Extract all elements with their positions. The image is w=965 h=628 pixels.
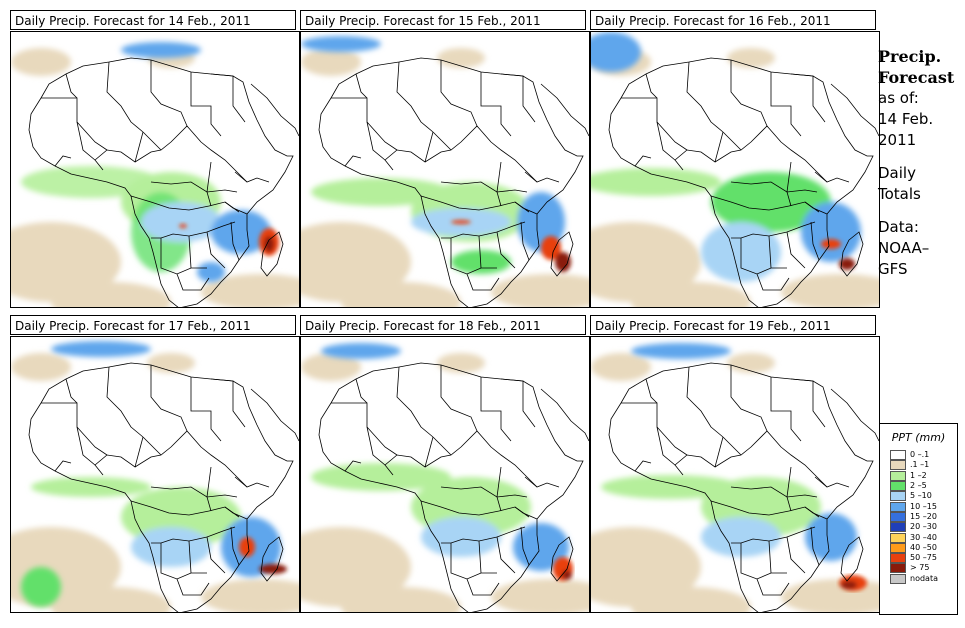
legend-label: 5 –10 — [910, 491, 932, 501]
legend-entry: 20 –30 — [890, 522, 957, 533]
legend-label: nodata — [910, 573, 938, 583]
forecast-panel-14feb: Daily Precip. Forecast for 14 Feb., 2011 — [10, 10, 300, 308]
legend-swatch — [890, 460, 906, 471]
heading-line2: Forecast — [878, 68, 955, 87]
legend-label: 1 –2 — [910, 470, 927, 480]
forecast-map — [300, 336, 590, 613]
legend-swatch — [890, 501, 906, 512]
panel-title: Daily Precip. Forecast for 15 Feb., 2011 — [300, 10, 586, 30]
legend-swatch — [890, 563, 906, 574]
totals-line1: Daily — [878, 164, 916, 182]
panel-title: Daily Precip. Forecast for 14 Feb., 2011 — [10, 10, 296, 30]
legend-entry: 50 –75 — [890, 553, 957, 564]
legend-swatch — [890, 532, 906, 543]
legend-entry: 5 –10 — [890, 491, 957, 502]
legend-label: .1 –1 — [910, 460, 930, 470]
asof-line1: as of: — [878, 89, 919, 107]
legend-entry: nodata — [890, 573, 957, 584]
legend-entry: 1 –2 — [890, 470, 957, 481]
source-line3: GFS — [878, 260, 908, 278]
legend-swatch — [890, 542, 906, 553]
precip-legend: PPT (mm) 0 –.1.1 –1 1 –2 2 –5 5 –10 10 –15 15… — [879, 423, 958, 615]
legend-label: 10 –15 — [910, 501, 937, 511]
asof-line2: 14 Feb. — [878, 110, 934, 128]
forecast-map — [300, 31, 590, 308]
legend-entry: 30 –40 — [890, 532, 957, 543]
forecast-panel-16feb: Daily Precip. Forecast for 16 Feb., 2011 — [590, 10, 880, 308]
totals-line2: Totals — [878, 185, 921, 203]
forecast-map — [10, 336, 300, 613]
forecast-map — [10, 31, 300, 308]
legend-entry: 10 –15 — [890, 501, 957, 512]
legend-entry: 2 –5 — [890, 481, 957, 492]
panel-title: Daily Precip. Forecast for 18 Feb., 2011 — [300, 315, 586, 335]
source-line1: Data: — [878, 218, 919, 236]
legend-swatch — [890, 553, 906, 564]
legend-label: 50 –75 — [910, 553, 937, 563]
legend-label: 40 –50 — [910, 542, 937, 552]
legend-label: 20 –30 — [910, 522, 937, 532]
legend-label: 30 –40 — [910, 532, 937, 542]
forecast-panel-18feb: Daily Precip. Forecast for 18 Feb., 2011 — [300, 315, 590, 613]
legend-swatch — [890, 450, 906, 461]
forecast-panel-15feb: Daily Precip. Forecast for 15 Feb., 2011 — [300, 10, 590, 308]
legend-entry: > 75 — [890, 563, 957, 574]
legend-label: 0 –.1 — [910, 450, 930, 460]
source-line2: NOAA– — [878, 239, 930, 257]
panel-title: Daily Precip. Forecast for 16 Feb., 2011 — [590, 10, 876, 30]
legend-swatch — [890, 470, 906, 481]
legend-swatch — [890, 522, 906, 533]
forecast-map — [590, 336, 880, 613]
panel-title: Daily Precip. Forecast for 17 Feb., 2011 — [10, 315, 296, 335]
panel-title: Daily Precip. Forecast for 19 Feb., 2011 — [590, 315, 876, 335]
legend-label: 2 –5 — [910, 481, 927, 491]
legend-entry: .1 –1 — [890, 460, 957, 471]
forecast-map — [590, 31, 880, 308]
forecast-panel-17feb: Daily Precip. Forecast for 17 Feb., 2011 — [10, 315, 300, 613]
legend-swatch — [890, 573, 906, 584]
legend-entry: 40 –50 — [890, 542, 957, 553]
legend-label: > 75 — [910, 563, 930, 573]
legend-label: 15 –20 — [910, 511, 937, 521]
forecast-panel-19feb: Daily Precip. Forecast for 19 Feb., 2011 — [590, 315, 880, 613]
legend-rows: 0 –.1.1 –1 1 –2 2 –5 5 –10 10 –15 15 –20 20 –3… — [880, 450, 957, 584]
sidebar-info: Precip. Forecast as of: 14 Feb. 2011 Dai… — [878, 46, 963, 280]
legend-entry: 0 –.1 — [890, 450, 957, 461]
asof-line3: 2011 — [878, 131, 917, 149]
heading-line1: Precip. — [878, 47, 942, 66]
legend-entry: 15 –20 — [890, 511, 957, 522]
legend-swatch — [890, 481, 906, 492]
legend-swatch — [890, 511, 906, 522]
legend-title: PPT (mm) — [891, 431, 946, 444]
legend-swatch — [890, 491, 906, 502]
